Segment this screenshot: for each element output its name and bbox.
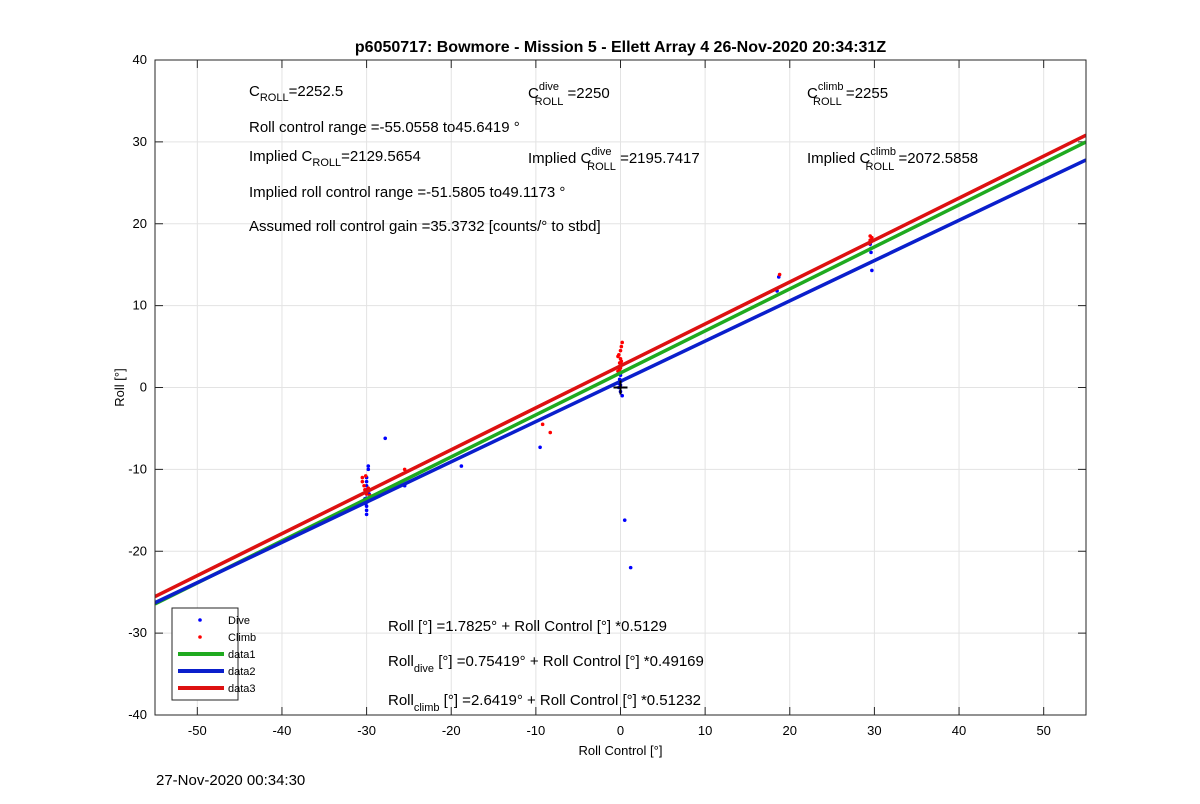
climb-point <box>363 474 368 478</box>
y-tick-label: -20 <box>128 543 147 558</box>
axes-box <box>154 59 1087 716</box>
legend-label-data1: data1 <box>228 649 256 661</box>
x-tick-label: -20 <box>442 723 461 738</box>
climb-point <box>619 359 624 364</box>
annotation-implied-range: Implied roll control range =-51.5805 to4… <box>249 184 565 201</box>
x-tick-label: 50 <box>1036 723 1050 738</box>
dive-point <box>364 512 369 517</box>
y-tick-label: -30 <box>128 625 147 640</box>
y-tick-label: -10 <box>128 461 147 476</box>
y-tick-label: 0 <box>140 380 147 395</box>
climb-point <box>870 235 874 240</box>
y-tick-label: 30 <box>133 134 147 149</box>
dive-point <box>364 479 369 484</box>
x-tick-label: -10 <box>526 723 545 738</box>
climb-point <box>616 354 620 359</box>
annotation-c-roll-climb: Cclimb ROLL =2255 <box>807 81 888 108</box>
chart: -50 -40 -30 -20 -10 0 10 20 30 40 50 -40 -30 -20 -10 0 1… <box>112 39 1087 758</box>
climb-point <box>619 344 624 349</box>
annotation-implied-c-roll-climb: Implied Cclimb ROLL =2072.5858 <box>807 146 978 173</box>
dive-point <box>538 445 542 450</box>
dive-point <box>383 436 388 441</box>
x-tick-label: -50 <box>188 723 207 738</box>
climb-point <box>620 340 624 345</box>
footer-timestamp: 27-Nov-2020 00:34:30 <box>156 772 306 789</box>
annotation-implied-c-roll: Implied CROLL=2129.5654 <box>249 148 421 169</box>
legend-marker-climb <box>198 635 202 639</box>
chart-title: p6050717: Bowmore - Mission 5 - Ellett A… <box>355 39 886 56</box>
climb-point <box>360 475 365 480</box>
legend: Dive Climb data1 data2 data3 <box>171 607 256 701</box>
climb-point <box>777 272 782 277</box>
dive-point <box>459 464 464 468</box>
x-tick-label: 10 <box>698 723 712 738</box>
annotation-implied-c-roll-dive: Implied Cdive ROLL =2195.7417 <box>528 146 700 173</box>
annotation-gain: Assumed roll control gain =35.3732 [coun… <box>249 218 601 235</box>
dive-point <box>628 565 633 570</box>
x-tick-label: 40 <box>952 723 966 738</box>
x-tick-label: 30 <box>867 723 881 738</box>
climb-point <box>618 348 623 353</box>
y-tick-label: 40 <box>133 52 147 67</box>
climb-point <box>362 483 366 488</box>
climb-point <box>540 422 545 427</box>
fit-line-data3 <box>155 133 1086 599</box>
dive-point <box>620 393 624 398</box>
y-tick-label: 20 <box>133 216 147 231</box>
y-axis-label: Roll [°] <box>112 368 127 406</box>
x-axis-label: Roll Control [°] <box>579 743 663 758</box>
annotation-range: Roll control range =-55.0558 to45.6419 ° <box>249 119 520 136</box>
legend-marker-dive <box>198 618 202 622</box>
annotation-c-roll: CROLL=2252.5 <box>249 83 343 104</box>
dive-point <box>622 518 627 522</box>
y-tick-label: 10 <box>133 298 147 313</box>
dive-point <box>870 268 874 273</box>
plot-content <box>155 133 1086 606</box>
dive-point <box>364 508 369 513</box>
annotation-fit-dive: Rolldive [°] =0.75419° + Roll Control [°… <box>388 653 704 675</box>
x-tick-label: 0 <box>617 723 624 738</box>
legend-label-climb: Climb <box>228 632 256 644</box>
dive-point <box>366 467 371 472</box>
legend-label-dive: Dive <box>228 615 250 627</box>
dive-point <box>366 464 371 468</box>
annotation-fit-all: Roll [°] =1.7825° + Roll Control [°] *0.… <box>388 618 667 635</box>
fit-line-data1 <box>155 140 1086 606</box>
y-tick-label: -40 <box>128 707 147 722</box>
legend-label-data2: data2 <box>228 666 256 678</box>
dive-point <box>869 250 873 255</box>
climb-point <box>548 430 553 435</box>
annotation-c-roll-dive: Cdive ROLL =2250 <box>528 81 610 108</box>
x-tick-label: 20 <box>783 723 797 738</box>
x-tick-label: -40 <box>273 723 292 738</box>
x-tick-label: -30 <box>357 723 376 738</box>
climb-point <box>402 467 407 472</box>
legend-label-data3: data3 <box>228 683 256 695</box>
climb-point <box>360 479 365 484</box>
annotation-fit-climb: Rollclimb [°] =2.6419° + Roll Control [°… <box>388 692 701 714</box>
